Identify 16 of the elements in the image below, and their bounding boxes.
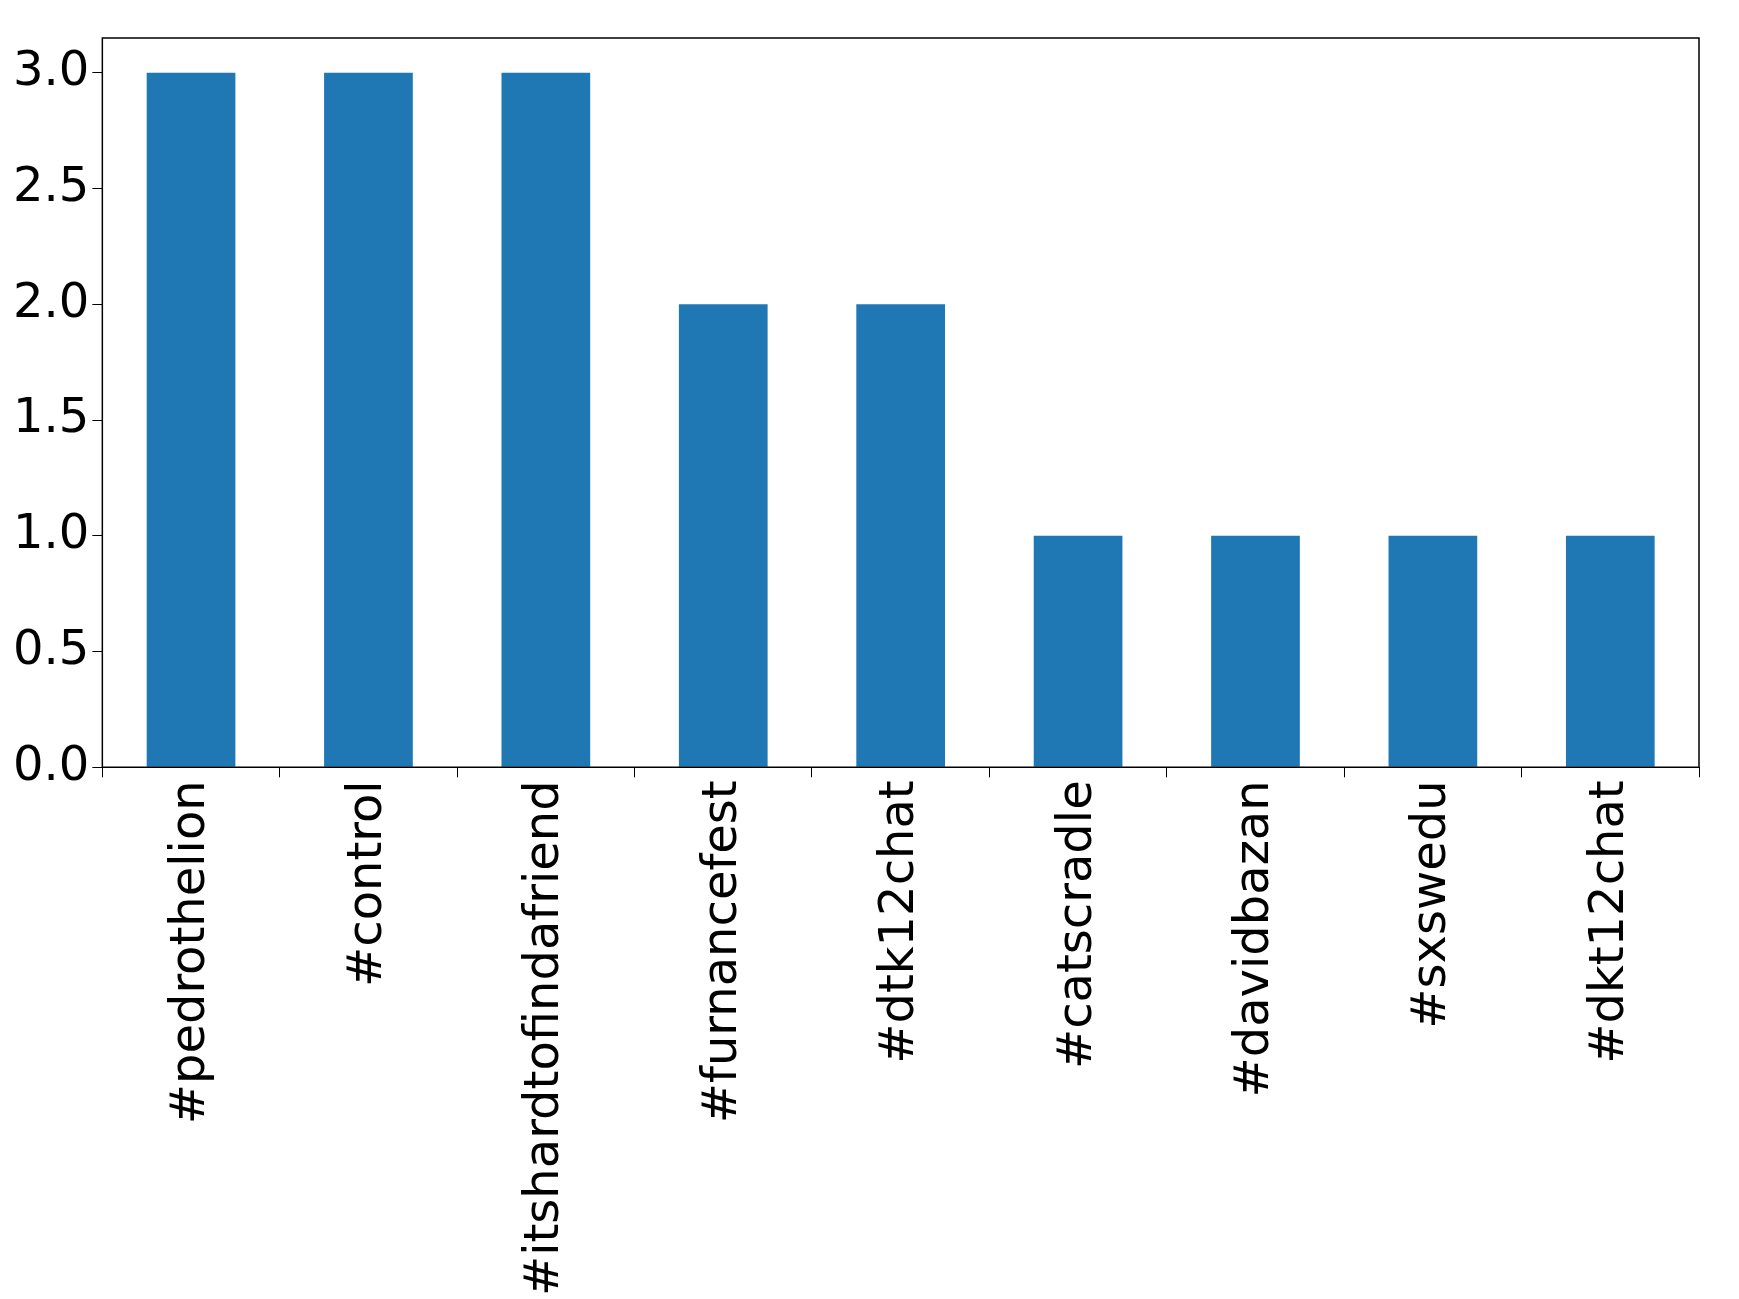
x-tick-label: #dkt12chat (1577, 780, 1634, 1064)
y-tick-label: 0.0 (12, 734, 90, 791)
y-tick-label: 3.0 (12, 40, 90, 97)
x-tick-label: #sxswedu (1400, 780, 1457, 1029)
x-tick-label: #dtk12chat (868, 780, 925, 1064)
x-tick-label: #furnancefest (690, 780, 747, 1124)
y-tick-label: 1.0 (12, 503, 90, 560)
x-tick-label: #davidbazan (1222, 780, 1279, 1098)
y-tick-label: 1.5 (12, 387, 90, 444)
x-tick-label: #itshardtofindafriend (513, 780, 570, 1297)
x-tick-label: #catscradle (1045, 780, 1102, 1070)
y-tick-label: 2.5 (12, 155, 90, 212)
x-tick-label: #control (335, 780, 392, 987)
y-tick-label: 0.5 (12, 619, 90, 676)
x-tick-label: #pedrothelion (158, 780, 215, 1125)
y-tick-label: 2.0 (12, 271, 90, 328)
